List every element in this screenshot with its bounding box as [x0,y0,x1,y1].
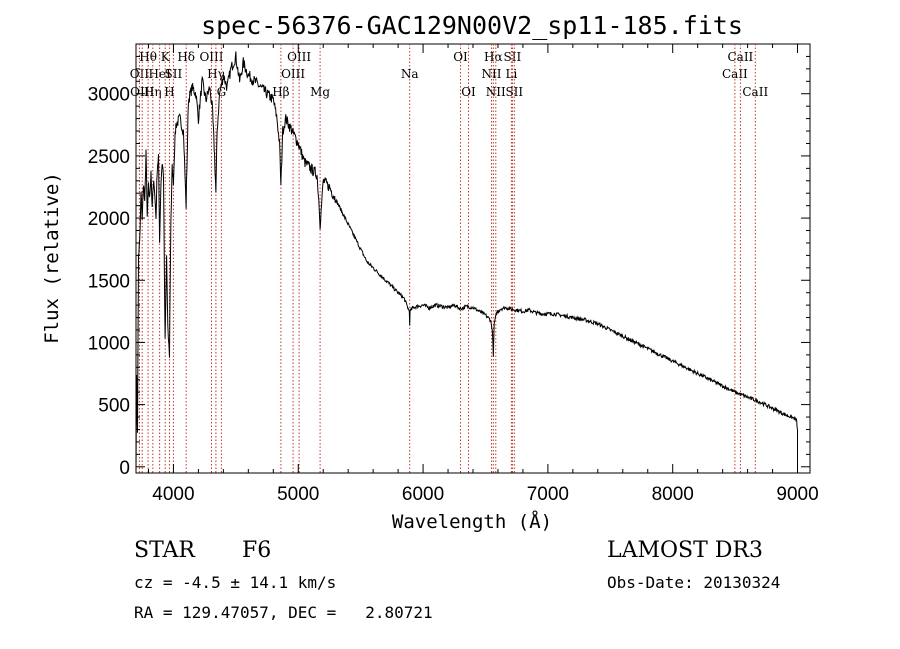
line-label: H [164,85,174,99]
line-label: Hβ [272,85,289,99]
y-tick-label: 2500 [88,147,130,168]
x-axis-label: Wavelength (Å) [392,510,552,533]
x-tick-label: 8000 [652,484,694,505]
line-label: Na [401,67,419,81]
y-tick-label: 3000 [88,85,130,106]
line-label: OIII [199,50,223,64]
line-label: Li [505,67,517,81]
x-tick-label: 9000 [776,484,818,505]
line-label: Hη [144,85,162,99]
line-label: CaII [727,50,753,64]
line-label: OIII [130,85,154,99]
x-tick-label: 7000 [527,484,569,505]
object-class: STAR [134,538,195,563]
line-label: Hδ [177,50,195,64]
line-label: G [217,85,227,99]
line-label: SII [165,67,183,81]
line-label: OII [130,67,150,81]
line-label: Hγ [207,67,225,81]
line-label: OIII [281,67,305,81]
x-tick-label: 6000 [402,484,444,505]
chart-title: spec-56376-GAC129N00V2_sp11-185.fits [201,11,743,40]
x-tick-label: 4000 [152,484,194,505]
line-label: OIII [287,50,311,64]
redshift-cz: cz = -4.5 ± 14.1 km/s [134,573,337,592]
line-label: Mg [310,85,330,99]
line-label: SII [505,85,523,99]
line-label: Hα [484,50,503,64]
y-tick-label: 1000 [88,333,130,354]
survey-name: LAMOST DR3 [607,538,763,563]
y-tick-label: 0 [119,458,130,479]
spectrum-chart: spec-56376-GAC129N00V2_sp11-185.fits OII… [41,11,819,533]
line-label: K [161,50,171,64]
coordinates: RA = 129.47057, DEC = 2.80721 [134,603,433,622]
observation-date: Obs-Date: 20130324 [607,573,781,592]
spectrum-series-line [135,51,798,472]
object-subclass: F6 [242,538,272,563]
line-label: HeI [148,67,171,81]
line-label: NII [486,85,506,99]
line-label: CaII [742,85,768,99]
line-label: OI [461,85,476,99]
y-tick-label: 500 [98,396,130,417]
axis-ticks: 4000 5000 6000 7000 8000 9000 0 500 1000 1500 2000… [88,44,819,505]
line-label: CaII [722,67,748,81]
line-label: Hθ [139,50,157,64]
x-tick-label: 5000 [277,484,319,505]
spectral-line-markers: OII OIII Hθ Hη HeI K H SII Hδ OIII Hγ G Hβ OIII OIII Mg… [130,44,768,473]
plot-frame [135,43,811,474]
y-axis-label: Flux (relative) [41,172,63,344]
line-label: OI [453,50,468,64]
line-label: NII [482,67,502,81]
line-label: SII [504,50,522,64]
y-tick-label: 1500 [88,271,130,292]
y-tick-label: 2000 [88,209,130,230]
